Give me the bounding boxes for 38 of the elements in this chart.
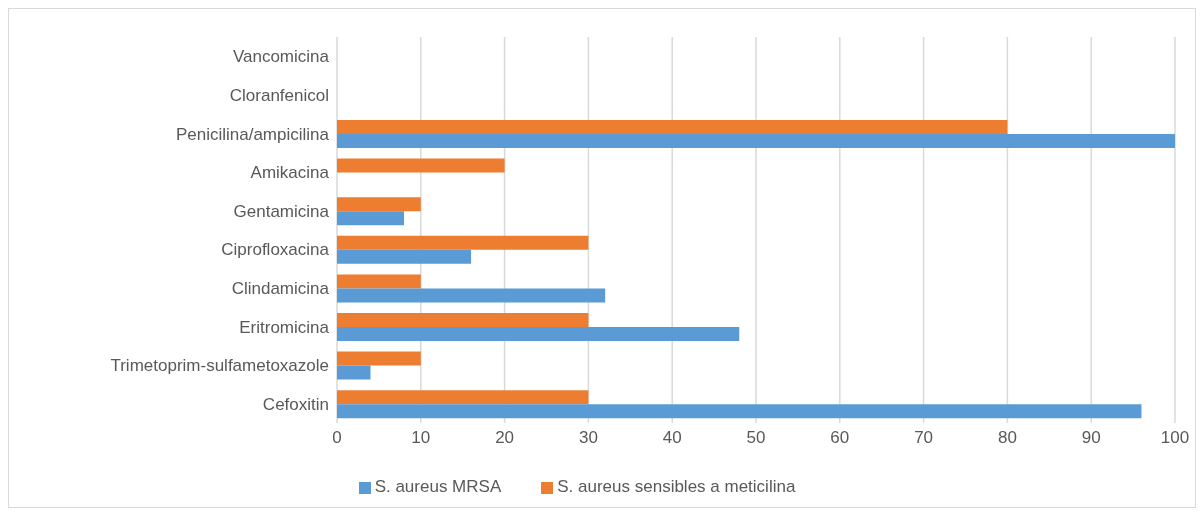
bar [337,197,421,212]
bar [337,365,371,380]
legend-label: S. aureus MRSA [374,477,502,496]
bar [337,312,589,327]
y-tick-label: Eritromicina [239,317,330,337]
y-tick-label: Cefoxitin [262,394,329,414]
legend-label: S. aureus sensibles a meticilina [557,477,796,496]
bar [337,351,421,366]
y-tick-label: Penicilina/ampicilina [175,124,330,144]
x-tick-label: 0 [332,428,342,448]
y-tick-label: Cloranfenicol [229,85,329,105]
bar [337,274,421,289]
x-tick-label: 30 [578,428,598,448]
x-tick-label: 20 [495,428,515,448]
x-tick-label: 60 [830,428,850,448]
y-tick-label: Trimetoprim-sulfametoxazole [110,356,329,376]
y-tick-label: Amikacina [250,163,330,183]
bar [337,404,1142,419]
bar [337,326,740,341]
bar [337,235,589,250]
y-tick-label: Vancomicina [232,47,330,67]
bar [337,211,405,226]
bar [337,390,589,405]
bar [337,133,1175,148]
x-tick-label: 10 [411,428,431,448]
y-tick-label: Gentamicina [233,201,330,221]
x-tick-label: 80 [997,428,1017,448]
y-tick-label: Clindamicina [231,278,330,298]
bar [337,119,1008,134]
bar [337,288,606,303]
x-tick-label: 50 [746,428,766,448]
bar [337,158,505,173]
x-tick-label: 100 [1160,428,1190,448]
x-tick-label: 70 [914,428,934,448]
bar [337,249,472,264]
x-tick-label: 40 [662,428,682,448]
y-tick-label: Ciprofloxacina [221,240,330,260]
x-tick-label: 90 [1081,428,1101,448]
